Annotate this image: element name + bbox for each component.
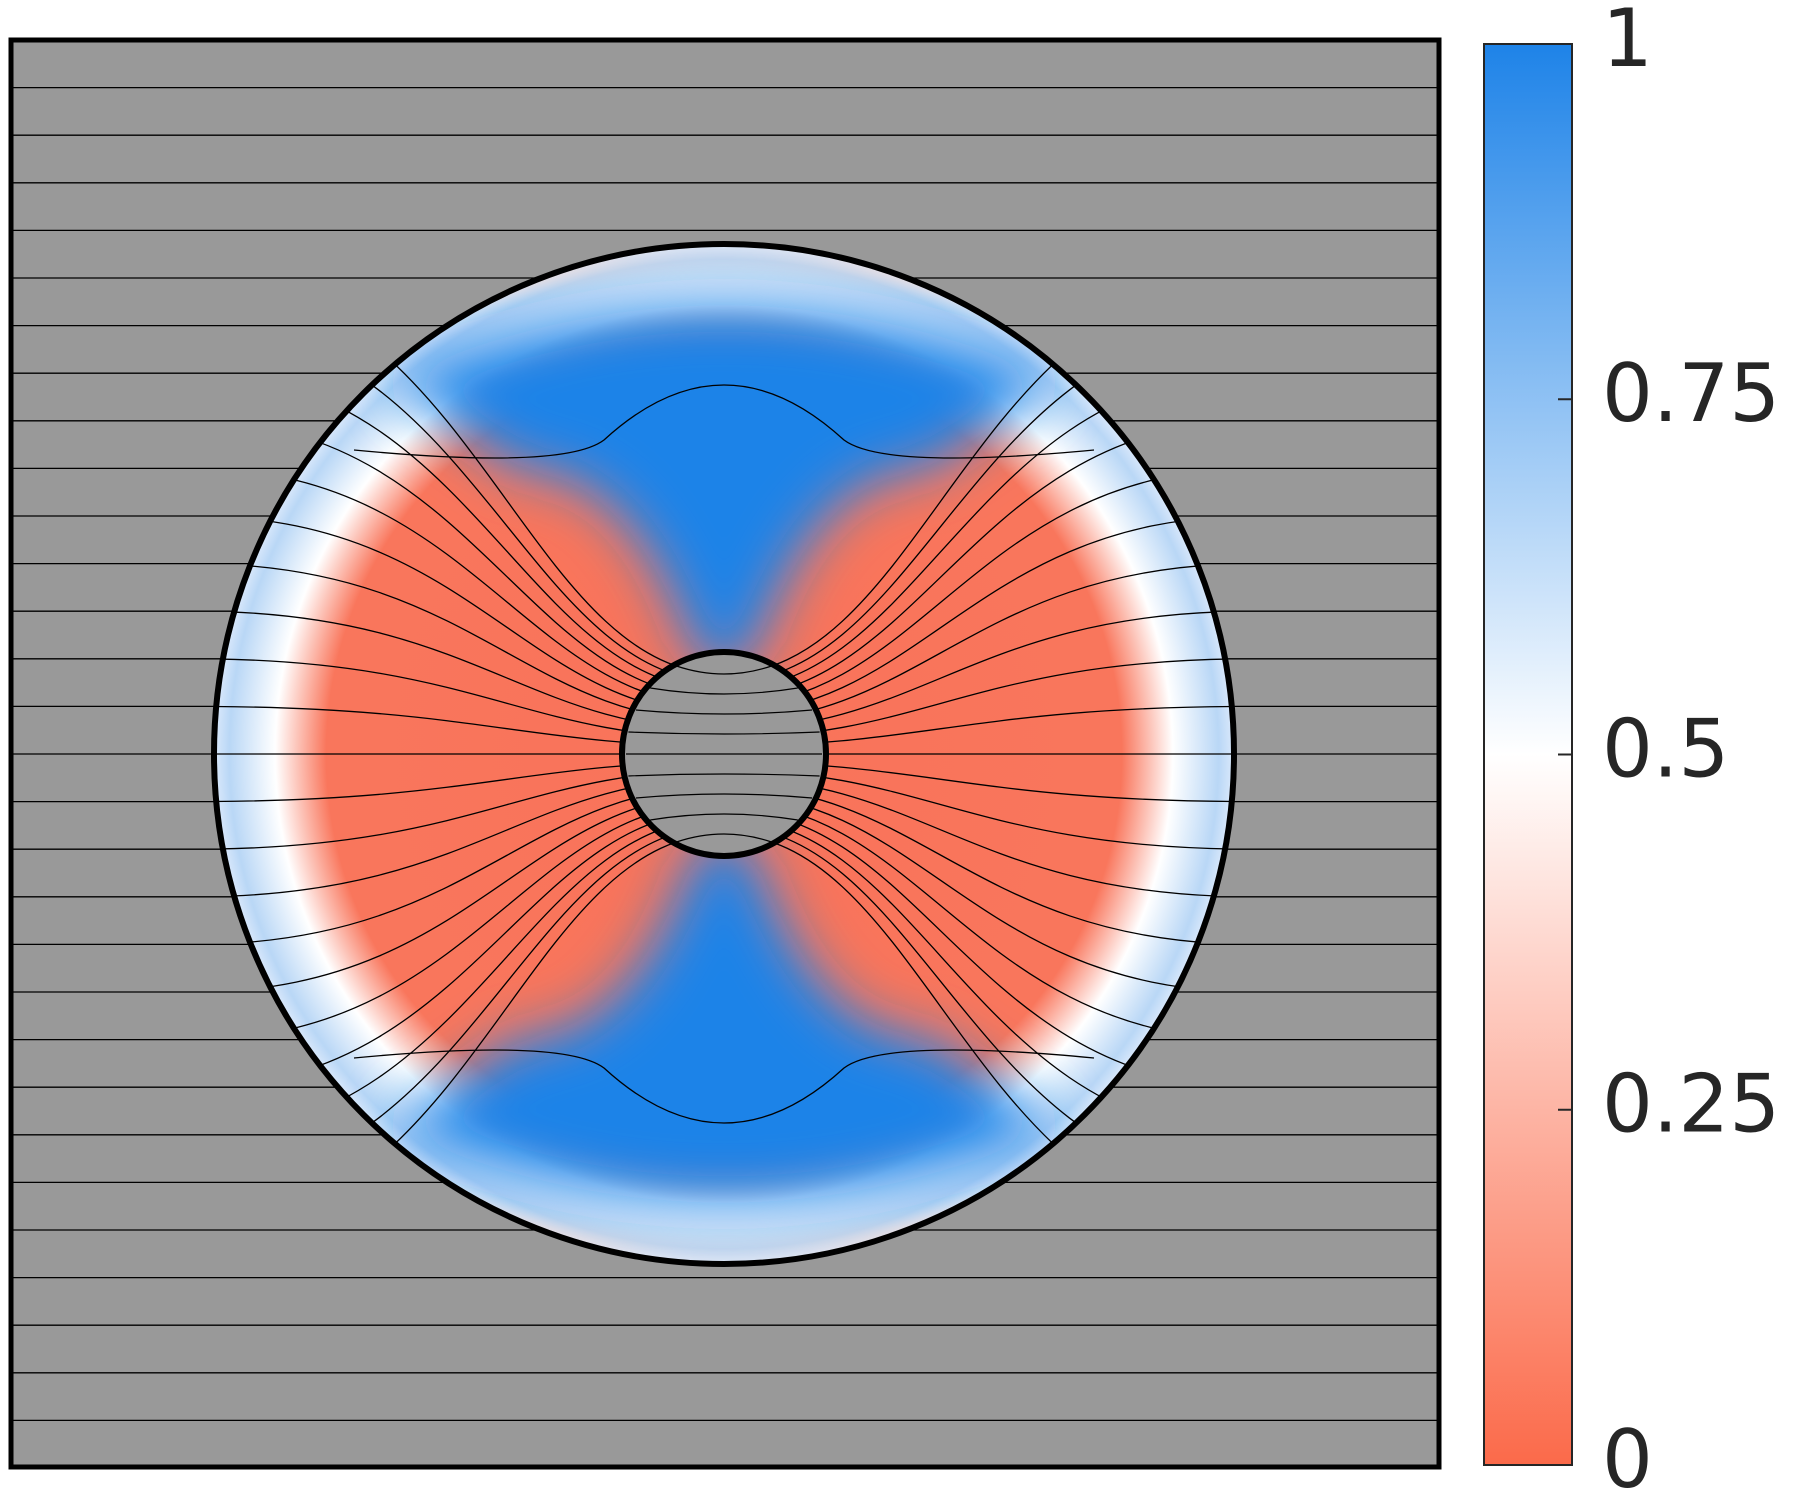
streamline (628, 731, 820, 735)
streamline (353, 1049, 1095, 1124)
colorbar-tick-label: 0.25 (1602, 1058, 1780, 1151)
blue-lobes (390, 305, 1058, 1203)
streamline (650, 687, 798, 695)
outer-boundary (211, 241, 1237, 1267)
colorbar: 0 0.25 0.5 0.75 1 (1483, 0, 1780, 1505)
streamline (635, 793, 813, 799)
inner-boundary (619, 649, 829, 859)
colorbar-tick-label: 0.5 (1602, 702, 1729, 795)
streamlines-hole (626, 665, 822, 843)
streamline (650, 813, 798, 821)
colorbar-fill (1483, 43, 1573, 1466)
streamline (676, 833, 772, 843)
colorbar-tick-label: 0 (1602, 1413, 1653, 1505)
streamline (628, 773, 820, 777)
streamline (676, 665, 772, 675)
colorbar-tick-label: 0.75 (1602, 347, 1780, 440)
streamline (353, 384, 1095, 459)
colorbar-tick-label: 1 (1602, 0, 1653, 85)
plot-frame (8, 37, 1442, 1470)
field-plot (8, 37, 1442, 1470)
streamline (635, 709, 813, 715)
